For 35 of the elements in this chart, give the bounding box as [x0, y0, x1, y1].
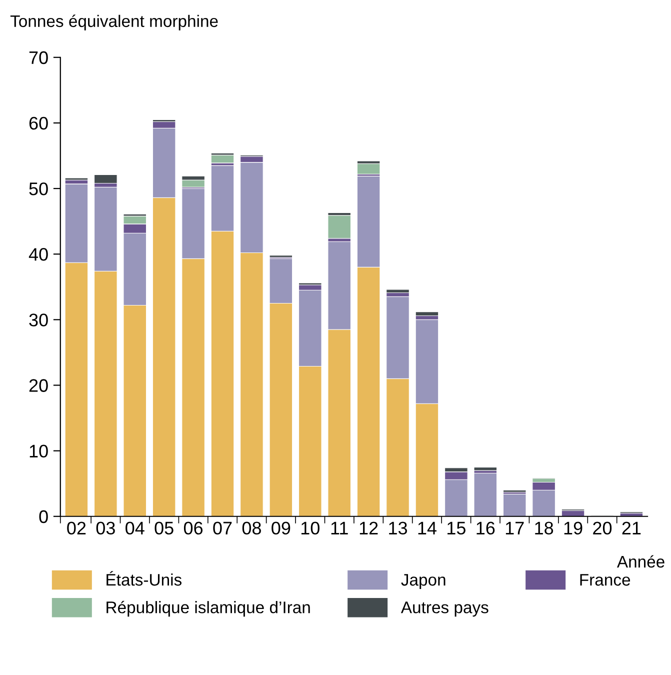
x-tick-label: 06	[184, 522, 203, 534]
x-tick-label: 09	[272, 522, 290, 534]
legend-label: Autres pays	[400, 602, 488, 617]
x-tick-label: 17	[506, 522, 524, 534]
x-tick-label: 04	[126, 522, 144, 534]
y-tick-label: 40	[28, 248, 48, 261]
x-tick-label: 05	[154, 522, 174, 534]
x-tick-label: 13	[389, 522, 408, 534]
y-tick-label: 20	[29, 379, 48, 392]
y-axis-title: Tonnes équivalent morphine	[10, 14, 218, 30]
x-tick-label: 12	[360, 522, 378, 534]
x-tick-label: 21	[622, 522, 641, 534]
y-tick-label: 50	[29, 182, 48, 196]
x-tick-label: 02	[67, 522, 86, 534]
y-tick-label: 30	[29, 314, 48, 326]
y-tick-label: 0	[39, 510, 48, 524]
x-tick-label: 07	[213, 522, 232, 534]
y-tick-label: 10	[30, 444, 48, 458]
y-tick-label: 60	[29, 116, 48, 130]
x-tick-label: 19	[564, 522, 582, 534]
x-tick-label: 03	[96, 522, 115, 534]
x-tick-label: 11	[331, 522, 348, 534]
legend-label: États-Unis	[106, 571, 182, 586]
x-tick-label: 10	[301, 522, 320, 534]
x-tick-label: 14	[418, 522, 436, 534]
x-axis-title: Année	[616, 555, 664, 568]
legend-label: République islamique d’Iran	[106, 600, 310, 617]
x-tick-label: 16	[476, 522, 495, 534]
legend-label: Japon	[401, 574, 446, 590]
x-tick-label: 08	[242, 522, 261, 534]
y-tick-label: 70	[29, 51, 48, 64]
legend-label: France	[580, 574, 630, 586]
x-tick-label: 15	[448, 522, 466, 534]
x-tick-label: 18	[535, 522, 554, 534]
x-tick-label: 20	[593, 522, 612, 534]
